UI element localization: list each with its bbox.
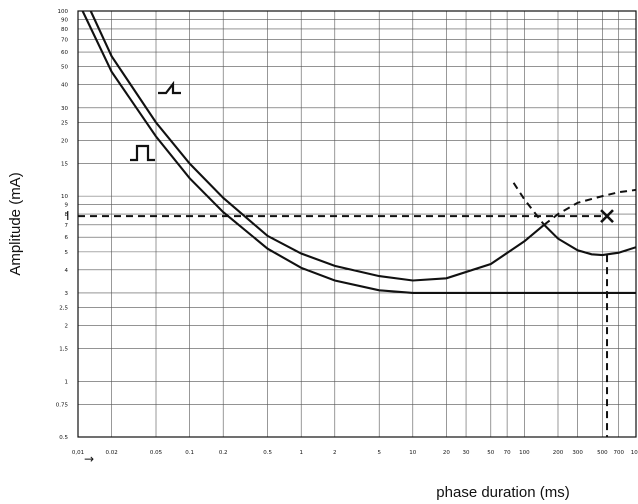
y-tick-label: 30: [61, 106, 68, 112]
y-tick-label: 10: [61, 194, 68, 200]
x-tick-label: 20: [443, 450, 450, 456]
y-tick-label: 5: [65, 250, 69, 256]
series-ramp-pulse-solid-curve-2: [543, 224, 637, 257]
x-tick-label: 0.1: [185, 450, 194, 456]
y-tick-label: 8: [65, 212, 69, 218]
y-tick-label: 7: [65, 223, 69, 229]
y-tick-label: 20: [61, 138, 68, 144]
y-tick-label: 6: [65, 235, 69, 241]
y-tick-label: 0.75: [56, 402, 69, 408]
y-tick-label: 1: [65, 379, 69, 385]
x-tick-label: 0.05: [150, 450, 163, 456]
x-tick-label: 70: [504, 450, 511, 456]
y-axis-label: Amplitude (mA): [7, 172, 24, 275]
x-tick-label: 10: [409, 450, 416, 456]
plot-frame: [77, 10, 637, 438]
series-rectangular-pulse-solid-curve-0: [81, 10, 636, 294]
y-tick-label: 60: [61, 50, 68, 56]
cross-marker: [600, 209, 614, 224]
x-tick-label: 200: [553, 450, 564, 456]
x-tick-label: 0.02: [105, 450, 117, 456]
y-tick-label: 40: [61, 83, 68, 89]
ramp-pulse-icon: [158, 80, 181, 95]
chart-annotations: I→: [66, 209, 614, 466]
y-tick-label: 2: [65, 324, 69, 330]
rectangular-pulse-icon: [130, 144, 155, 162]
y-tick-label: 70: [61, 38, 68, 44]
level-marker-label: I: [66, 209, 70, 223]
y-tick-label: 4: [65, 268, 69, 274]
y-tick-label: 0.5: [59, 435, 68, 441]
y-tick-label: 25: [61, 120, 68, 126]
x-tick-label: 2: [333, 450, 337, 456]
chart-gridlines: [77, 10, 637, 438]
x-tick-label: 100: [631, 450, 638, 456]
y-tick-label: 80: [61, 27, 68, 33]
x-tick-label: 50: [487, 450, 494, 456]
x-tick-label: 700: [613, 450, 624, 456]
x-tick-label: 100: [519, 450, 530, 456]
y-tick-label: 50: [61, 65, 68, 71]
x-axis-label: phase duration (ms): [436, 484, 569, 501]
series-ramp-pulse-dashed-curve-4: [543, 188, 637, 226]
x-axis-ticks: 0,01 0.02 0.05 0.1 0.2 0.5 1 2 5 10 20 30 50 70 100 200…: [72, 450, 638, 456]
y-tick-label: 90: [61, 17, 68, 23]
x-tick-label: 0.2: [219, 450, 228, 456]
x-tick-label: 30: [463, 450, 470, 456]
series-ramp-pulse-solid-curve-1: [89, 10, 545, 282]
y-tick-label: 100: [58, 9, 69, 15]
x-tick-label: 5: [377, 450, 381, 456]
y-tick-label: 1,5: [59, 347, 68, 353]
y-tick-label: 15: [61, 162, 68, 168]
arrow-icon: →: [84, 452, 94, 466]
x-tick-label: 500: [597, 450, 608, 456]
x-tick-label: 300: [572, 450, 583, 456]
x-tick-label: 0,01: [72, 450, 84, 456]
y-tick-label: 2,5: [59, 306, 68, 312]
chart-series: [81, 10, 637, 294]
y-tick-label: 9: [65, 203, 69, 209]
series-ramp-pulse-dashed-curve-3: [512, 182, 545, 226]
y-axis-ticks: 100 90 80 70 60 50 40 30 25 20 15 10 9 8 7 6 5 4 3 2,5 2 1,5 1…: [56, 9, 69, 441]
y-tick-label: 3: [65, 291, 69, 297]
x-tick-label: 0.5: [263, 450, 272, 456]
x-tick-label: 1: [299, 450, 303, 456]
